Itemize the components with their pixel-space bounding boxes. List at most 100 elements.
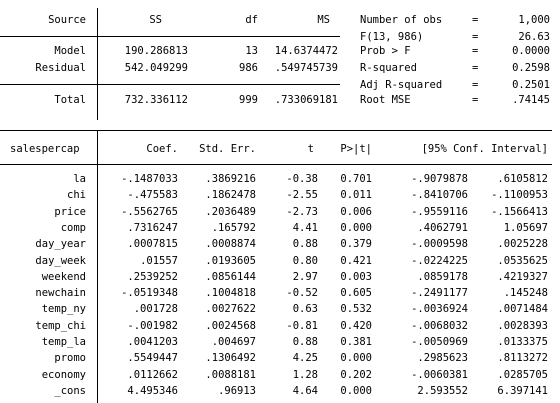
anova-row-source: Model — [54, 45, 86, 57]
coef-row-p: 0.003 — [340, 271, 372, 283]
anova-header-ss: SS — [149, 14, 162, 26]
coef-row-var: economy — [41, 369, 86, 381]
coef-row-se: .0027622 — [205, 303, 256, 315]
coef-row-se: .2036489 — [205, 206, 256, 218]
coef-row-ci-low: -.9559116 — [411, 206, 468, 218]
coef-row-ci-low: -.9079878 — [411, 173, 468, 185]
coef-row-se: .0193605 — [205, 255, 256, 267]
coef-row-var: day_year — [35, 238, 86, 250]
coef-row-ci-low: .4062791 — [417, 222, 468, 234]
coef-row-p: 0.379 — [340, 238, 372, 250]
coef-row-coef: .01557 — [140, 255, 178, 267]
anova-header-df: df — [245, 14, 258, 26]
stat-value: 0.2501 — [512, 79, 550, 91]
stat-value: 0.2598 — [512, 62, 550, 74]
stat-eq: = — [472, 45, 479, 57]
coef-row-var: temp_ny — [41, 303, 86, 315]
anova-total-ss: 732.336112 — [124, 94, 188, 106]
coef-row-ci-high: .6105812 — [497, 173, 548, 185]
coef-row-coef: .7316247 — [127, 222, 178, 234]
stat-label: Root MSE — [360, 94, 411, 106]
coef-row-t: 4.25 — [292, 352, 318, 364]
coef-row-ci-high: .0025228 — [497, 238, 548, 250]
coef-row-coef: -.1487033 — [121, 173, 178, 185]
stat-value: .74145 — [512, 94, 550, 106]
coef-header-p: P>|t| — [340, 143, 372, 155]
coef-row-var: price — [54, 206, 86, 218]
coef-row-var: weekend — [41, 271, 86, 283]
coef-row-ci-low: .0859178 — [417, 271, 468, 283]
anova-divider — [97, 8, 98, 120]
coef-row-var: la — [73, 173, 86, 185]
stat-label: R-squared — [360, 62, 417, 74]
coef-row-t: 2.97 — [292, 271, 318, 283]
coef-row-t: -0.81 — [286, 320, 318, 332]
coef-row-ci-high: 1.05697 — [503, 222, 548, 234]
coef-row-t: 4.41 — [292, 222, 318, 234]
coef-row-coef: .001728 — [133, 303, 178, 315]
coef-row-coef: .0041203 — [127, 336, 178, 348]
stat-label: Adj R-squared — [360, 79, 443, 91]
coef-row-ci-low: -.8410706 — [411, 189, 468, 201]
anova-row-source: Residual — [35, 62, 86, 74]
coef-row-p: 0.000 — [340, 352, 372, 364]
stat-label: F(13, 986) — [360, 31, 424, 43]
anova-header-rule — [0, 36, 340, 37]
coef-row-coef: -.0519348 — [121, 287, 178, 299]
coef-row-ci-high: -.1100953 — [491, 189, 548, 201]
stat-eq: = — [472, 14, 479, 26]
coef-row-t: -2.73 — [286, 206, 318, 218]
coef-header-rule — [0, 164, 552, 165]
coef-top-rule — [0, 130, 552, 131]
coef-row-ci-low: .2985623 — [417, 352, 468, 364]
coef-row-ci-high: .0285705 — [497, 369, 548, 381]
anova-row-ss: 542.049299 — [124, 62, 188, 74]
coef-header-ci: [95% Conf. Interval] — [421, 143, 548, 155]
stat-eq: = — [472, 62, 479, 74]
coef-row-t: 0.63 — [292, 303, 318, 315]
anova-row-df: 986 — [239, 62, 258, 74]
coef-row-ci-high: .8113272 — [497, 352, 548, 364]
coef-row-t: 1.28 — [292, 369, 318, 381]
coef-row-se: .3869216 — [205, 173, 256, 185]
stat-label: Number of obs — [360, 14, 443, 26]
coef-row-ci-low: -.0050969 — [411, 336, 468, 348]
coef-row-t: 0.88 — [292, 336, 318, 348]
coef-row-p: 0.420 — [340, 320, 372, 332]
coef-row-var: temp_la — [41, 336, 86, 348]
coef-row-ci-low: -.0060381 — [411, 369, 468, 381]
coef-row-p: 0.000 — [340, 385, 372, 397]
coef-row-se: .004697 — [211, 336, 256, 348]
coef-row-t: -2.55 — [286, 189, 318, 201]
coef-row-t: -0.52 — [286, 287, 318, 299]
stat-value: 26.63 — [518, 31, 550, 43]
anova-total-rule — [0, 84, 340, 85]
stat-label: Prob > F — [360, 45, 411, 57]
coef-row-p: 0.000 — [340, 222, 372, 234]
coef-row-ci-high: .0071484 — [497, 303, 548, 315]
coef-row-se: .1004818 — [205, 287, 256, 299]
coef-row-ci-high: .0133375 — [497, 336, 548, 348]
anova-total-df: 999 — [239, 94, 258, 106]
coef-row-p: 0.421 — [340, 255, 372, 267]
coef-row-t: 4.64 — [292, 385, 318, 397]
anova-row-ms: .549745739 — [274, 62, 338, 74]
coef-row-se: .1862478 — [205, 189, 256, 201]
anova-total-source: Total — [54, 94, 86, 106]
stat-eq: = — [472, 94, 479, 106]
coef-row-ci-low: 2.593552 — [417, 385, 468, 397]
coef-row-p: 0.532 — [340, 303, 372, 315]
coef-row-coef: -.001982 — [127, 320, 178, 332]
stat-value: 0.0000 — [512, 45, 550, 57]
coef-row-p: 0.701 — [340, 173, 372, 185]
coef-header-se: Std. Err. — [199, 143, 256, 155]
coef-row-var: _cons — [54, 385, 86, 397]
coef-row-t: 0.88 — [292, 238, 318, 250]
coef-row-var: newchain — [35, 287, 86, 299]
coef-row-ci-high: .0535625 — [497, 255, 548, 267]
coef-row-se: .0024568 — [205, 320, 256, 332]
coef-row-var: promo — [54, 352, 86, 364]
coef-row-ci-low: -.2491177 — [411, 287, 468, 299]
coef-row-ci-high: .0028393 — [497, 320, 548, 332]
coef-row-p: 0.381 — [340, 336, 372, 348]
